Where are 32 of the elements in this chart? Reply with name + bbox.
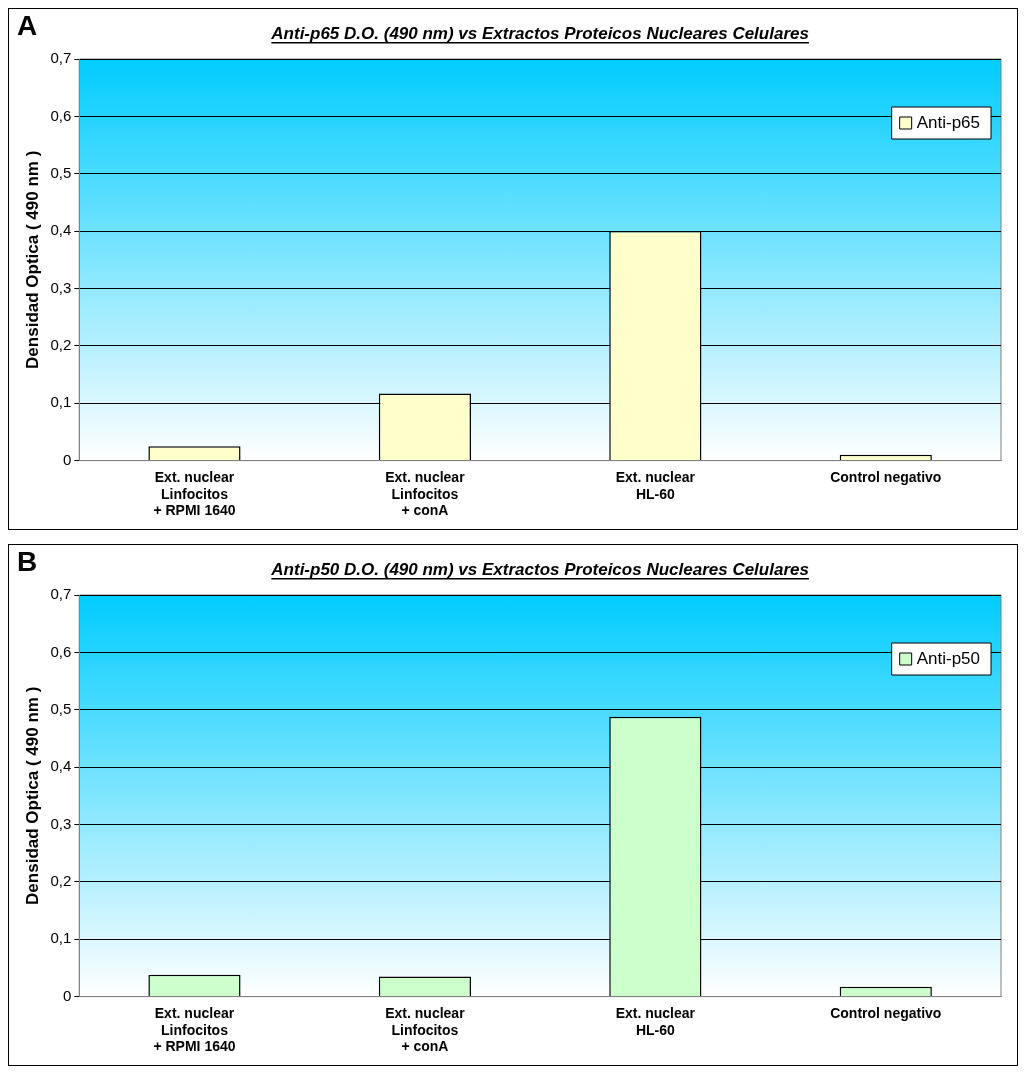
y-tick-label: 0,6 (50, 642, 72, 660)
y-tick-label: 0,5 (50, 699, 72, 717)
text: A (17, 9, 38, 41)
x-tick-label: Ext. nuclear Linfocitos + RPMI 1640 (153, 1004, 236, 1055)
y-tick-label: 0,4 (50, 221, 72, 239)
x-tick-label: Ext. nuclear Linfocitos + conA (385, 468, 466, 519)
y-tick-label: 0 (62, 986, 72, 1004)
y-tick-label: 0,4 (50, 757, 72, 775)
x-tick-label: Ext. nuclear HL-60 (615, 468, 696, 502)
x-tick-label: Ext. nuclear HL-60 (615, 1004, 696, 1038)
y-tick-label: 0 (62, 450, 72, 468)
y-axis-title: Densidad Optica ( 490 nm ) (22, 150, 42, 369)
y-tick-label: 0,5 (50, 163, 72, 181)
x-tick-label: Ext. nuclear Linfocitos + RPMI 1640 (153, 468, 236, 519)
x-tick-label: Control negativo (830, 468, 942, 485)
y-tick-label: 0,7 (50, 49, 72, 67)
y-tick-label: 0,1 (50, 393, 72, 411)
legend-label: Anti-p50 (916, 648, 981, 668)
y-tick-label: 0,2 (50, 872, 72, 889)
y-axis-title: Densidad Optica ( 490 nm ) (22, 686, 42, 905)
chart-title: Anti-p50 D.O. (490 nm) vs Extractos Proteicos Nucleares Celulares (270, 560, 809, 579)
y-tick-label: 0,2 (50, 336, 72, 353)
legend-label: Anti-p65 (916, 112, 981, 132)
y-tick-label: 0,6 (50, 106, 72, 124)
text: B (17, 545, 38, 577)
x-tick-label: Control negativo (830, 1004, 942, 1021)
y-tick-label: 0,3 (50, 814, 72, 832)
y-tick-label: 0,3 (50, 278, 72, 296)
y-tick-label: 0,7 (50, 585, 72, 603)
y-tick-label: 0,1 (50, 929, 72, 947)
chart-title: Anti-p65 D.O. (490 nm) vs Extractos Proteicos Nucleares Celulares (270, 24, 809, 43)
x-tick-label: Ext. nuclear Linfocitos + conA (385, 1004, 466, 1055)
